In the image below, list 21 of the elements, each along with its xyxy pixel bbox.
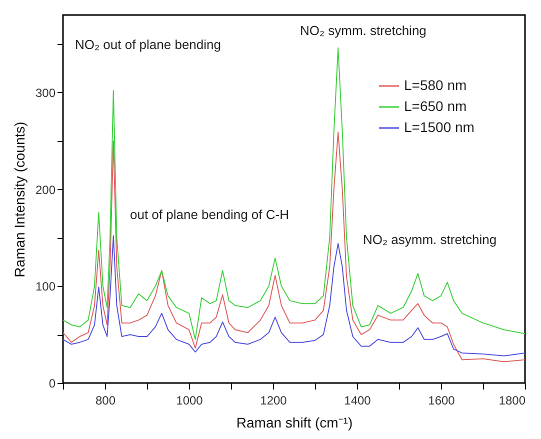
x-axis-title: Raman shift (cm⁻¹): [236, 414, 353, 430]
legend-label: L=650 nm: [404, 98, 467, 114]
annotation: NO₂ asymm. stretching: [363, 232, 497, 247]
x-tick-label: 1800: [498, 394, 526, 408]
annotation: out of plane bending of C-H: [130, 207, 289, 222]
y-tick-label: 100: [35, 280, 56, 294]
x-tick-label: 1600: [428, 394, 456, 408]
line-series: [63, 235, 525, 356]
y-tick-label: 300: [35, 86, 56, 100]
annotation: NO₂ out of plane bending: [75, 37, 221, 52]
x-tick-label: 1200: [260, 394, 288, 408]
legend-label: L=1500 nm: [404, 119, 474, 135]
legend-label: L=580 nm: [404, 77, 467, 93]
x-tick-label: 1000: [176, 394, 204, 408]
y-tick-label: 200: [35, 182, 56, 197]
y-tick-label: 0: [48, 376, 56, 390]
line-series: [63, 132, 525, 362]
y-axis-title: Raman Intensity (counts): [11, 122, 28, 278]
x-tick-label: 1400: [344, 394, 372, 408]
annotation: NO₂ symm. stretching: [300, 23, 426, 38]
x-tick-label: 800: [95, 394, 116, 408]
